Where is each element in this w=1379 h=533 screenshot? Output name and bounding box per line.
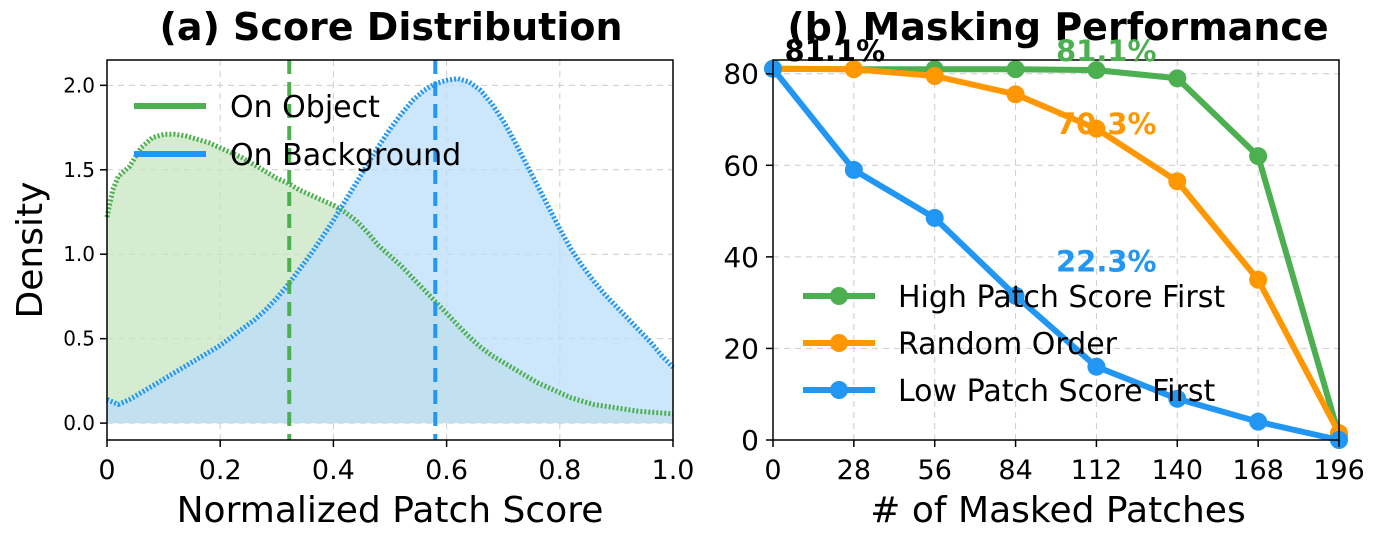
chart-b-point-random-order [925, 67, 944, 86]
chart-b-annotation: 70.3% [1056, 107, 1157, 141]
chart-a-curve-on-background [105, 76, 675, 407]
chart-b-x-tick-label: 140 [1152, 455, 1204, 486]
chart-b-y-ticks: 0 20 40 60 80 [723, 58, 773, 457]
chart-b-point-random-order [1006, 85, 1025, 104]
chart-a-title: (a) Score Distribution [159, 5, 622, 49]
chart-b-annotation: 81.1% [1056, 34, 1157, 68]
chart-b-point-high-patch-score-first [1168, 69, 1187, 88]
chart-b-x-tick-label: 84 [998, 455, 1032, 486]
chart-b-x-tick-label: 28 [837, 455, 871, 486]
chart-b-point-random-order [844, 60, 863, 79]
chart-b-legend: High Patch Score First Random Order Low … [803, 280, 1225, 409]
chart-b-title: (b) Masking Performance [787, 5, 1328, 49]
chart-a-y-tick-label: 1.5 [63, 158, 95, 182]
chart-a-x-tick-label: 0.6 [425, 455, 468, 486]
chart-b-y-tick-label: 40 [723, 241, 759, 274]
chart-b-point-low-patch-score-first [925, 208, 944, 227]
chart-b-point-low-patch-score-first [844, 160, 863, 179]
chart-b-x-tick-label: 112 [1071, 455, 1123, 486]
chart-b-y-tick-label: 80 [723, 58, 759, 91]
chart-a: (a) Score Distribution 0 0.2 0.4 0.6 0.8 1.0 … [10, 5, 694, 531]
chart-b-point-high-patch-score-first [1087, 61, 1106, 80]
chart-b-y-tick-label: 0 [741, 424, 759, 457]
chart-a-area-fills [107, 78, 673, 424]
chart-b-x-tick-label: 56 [918, 455, 952, 486]
legend-label-on-background: On Background [230, 138, 461, 173]
legend-label-random-order: Random Order [898, 327, 1118, 362]
chart-b-annotations: 81.1% 81.1% 70.3% 22.3% [785, 34, 1157, 279]
chart-a-x-tick-label: 0.2 [199, 455, 242, 486]
chart-b-point-low-patch-score-first [1249, 412, 1268, 431]
chart-b-annotation: 22.3% [1056, 244, 1157, 278]
chart-a-density-curves [104, 76, 675, 417]
chart-b-line-low-patch-score-first [770, 65, 1342, 443]
chart-b: (b) Masking Performance 0 28 56 84 112 140 168… [723, 5, 1364, 531]
chart-b-line-random-order [770, 65, 1342, 437]
chart-a-plot-frame [106, 59, 674, 441]
legend-marker-low-patch-score-first [830, 381, 848, 399]
chart-a-y-tick-label: 0.0 [63, 411, 95, 435]
legend-label-low-patch-score-first: Low Patch Score First [898, 374, 1215, 409]
chart-b-point-low-patch-score-first [1087, 357, 1106, 376]
chart-a-y-tick-label: 1.0 [63, 242, 95, 266]
chart-b-series [764, 59, 1348, 449]
chart-b-point-random-order [1249, 270, 1268, 289]
chart-b-x-tick-label: 168 [1232, 455, 1284, 486]
chart-b-point-high-patch-score-first [1249, 147, 1268, 166]
chart-b-x-ticks: 0 28 56 84 112 140 168 196 [764, 440, 1365, 486]
legend-marker-random-order [830, 334, 848, 352]
chart-a-y-axis-label: Density [10, 182, 51, 319]
chart-a-y-tick-label: 0.5 [63, 327, 95, 351]
chart-b-x-tick-label: 196 [1313, 455, 1365, 486]
chart-a-legend: On Object On Background [134, 90, 461, 173]
chart-a-curve-on-object [104, 131, 674, 417]
chart-b-x-tick-label: 0 [764, 455, 781, 486]
chart-b-plot-frame [772, 59, 1340, 441]
chart-b-point-low-patch-score-first [1168, 389, 1187, 408]
chart-a-x-ticks: 0 0.2 0.4 0.6 0.8 1.0 [98, 440, 694, 486]
chart-a-x-tick-label: 1.0 [652, 455, 695, 486]
chart-a-x-tick-label: 0.8 [538, 455, 581, 486]
chart-a-x-tick-label: 0.4 [312, 455, 355, 486]
chart-b-x-axis-label: # of Masked Patches [870, 490, 1245, 531]
legend-label-high-patch-score-first: High Patch Score First [898, 280, 1225, 315]
legend-label-on-object: On Object [230, 90, 380, 125]
chart-a-mean-lines [287, 60, 438, 440]
chart-b-point-low-patch-score-first [1006, 286, 1025, 305]
chart-b-annotation: 81.1% [785, 34, 886, 68]
chart-b-point-random-order [1087, 119, 1106, 138]
chart-b-point-high-patch-score-first [1006, 60, 1025, 79]
chart-b-point-random-order [1168, 172, 1187, 191]
chart-a-y-tick-label: 2.0 [63, 73, 95, 97]
chart-a-y-ticks: 0.0 0.5 1.0 1.5 2.0 [63, 73, 107, 435]
chart-a-area-on-background [107, 78, 673, 424]
legend-marker-high-patch-score-first [830, 287, 848, 305]
chart-b-y-tick-label: 20 [723, 332, 759, 365]
chart-b-y-tick-label: 60 [723, 149, 759, 182]
chart-a-x-tick-label: 0 [98, 455, 115, 486]
chart-a-x-axis-label: Normalized Patch Score [177, 490, 604, 531]
